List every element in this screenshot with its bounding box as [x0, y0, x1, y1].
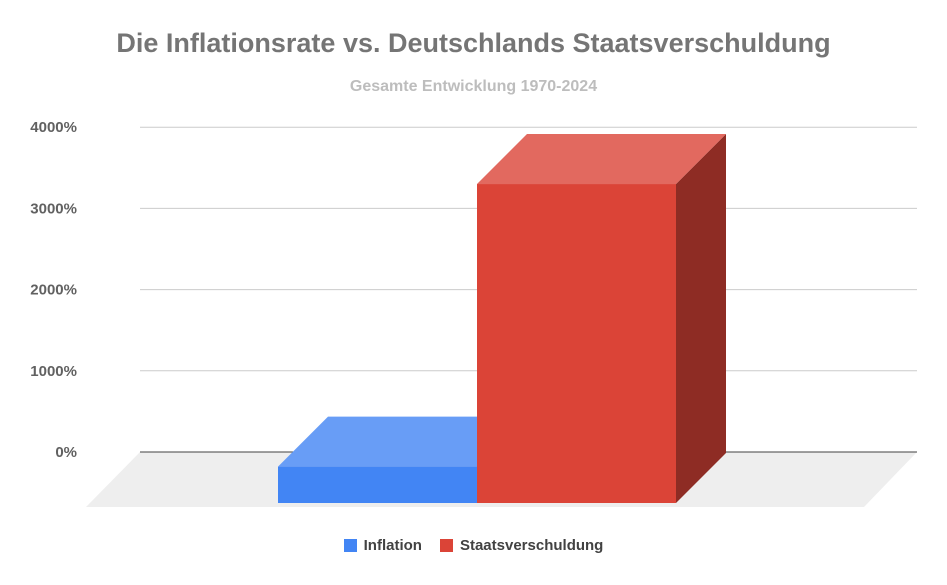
- y-tick-label: 1000%: [30, 363, 77, 380]
- legend-label-inflation: Inflation: [363, 537, 422, 554]
- bar-inflation-top: [278, 416, 527, 467]
- y-tick-label: 0%: [55, 444, 77, 461]
- y-tick-label: 3000%: [30, 200, 77, 217]
- chart-title: Die Inflationsrate vs. Deutschlands Staa…: [116, 28, 831, 58]
- bar-staatsverschuldung-side: [676, 134, 726, 504]
- bar-staatsverschuldung-front: [477, 184, 676, 504]
- legend-item-inflation[interactable]: Inflation: [343, 537, 422, 554]
- bar-inflation-front: [278, 466, 477, 503]
- chart-subtitle: Gesamte Entwicklung 1970-2024: [349, 78, 598, 95]
- legend-label-staatsverschuldung: Staatsverschuldung: [459, 537, 604, 554]
- legend: Inflation Staatsverschuldung: [0, 537, 947, 554]
- y-tick-label: 4000%: [30, 119, 77, 136]
- bar-staatsverschuldung-top: [477, 134, 726, 185]
- y-tick-label: 2000%: [30, 282, 77, 299]
- legend-item-staatsverschuldung[interactable]: Staatsverschuldung: [439, 537, 604, 554]
- legend-swatch-inflation: [343, 539, 357, 552]
- legend-swatch-staatsverschuldung: [439, 539, 453, 552]
